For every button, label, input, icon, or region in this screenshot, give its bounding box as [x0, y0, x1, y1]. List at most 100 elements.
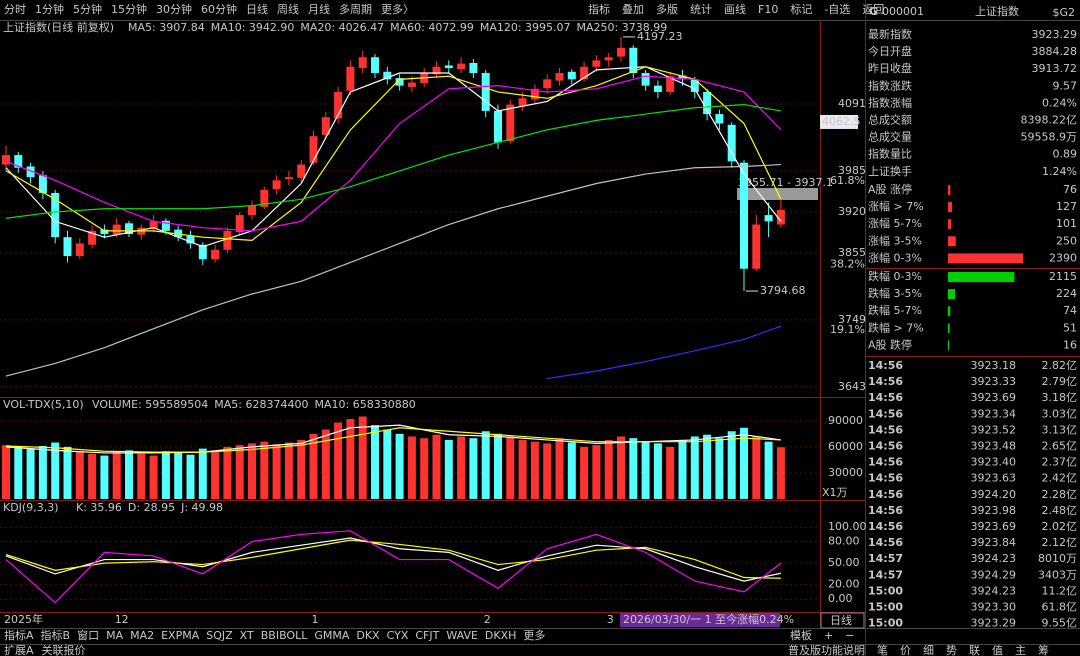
period-tab[interactable]: 1分钟: [35, 2, 64, 16]
trade-time: 14:56: [868, 375, 903, 388]
period-tab[interactable]: 5分钟: [73, 2, 102, 16]
trade-time: 14:56: [868, 456, 903, 469]
trade-price: 3924.23: [971, 584, 1017, 597]
y-tick-label: 80.00: [828, 535, 860, 548]
quote-label: 昨日收盘: [868, 61, 912, 75]
tool-button[interactable]: 多版: [656, 2, 678, 16]
trade-price: 3923.69: [971, 391, 1017, 404]
quote-value: 3884.28: [1032, 45, 1078, 58]
indicator-tab[interactable]: DKXH: [485, 629, 517, 642]
candle-body: [395, 78, 404, 86]
volume-bar: [752, 436, 761, 499]
x-tick-label: 12: [115, 613, 129, 626]
tool-button[interactable]: -自选: [824, 3, 850, 16]
tool-button[interactable]: 返回: [862, 3, 884, 16]
volume-bar: [580, 446, 589, 499]
indicator-tab[interactable]: 指标A: [4, 628, 34, 642]
indicator-tab[interactable]: 指标B: [41, 628, 71, 642]
breadth-value: 76: [1063, 183, 1077, 196]
indicator-line: [5, 530, 782, 604]
indicator-tab[interactable]: EXPMA: [161, 629, 200, 642]
volume-bar: [703, 434, 712, 499]
tool-button[interactable]: 画线: [724, 2, 746, 16]
period-tab[interactable]: 60分钟: [201, 2, 237, 16]
volume-bar: [309, 433, 318, 499]
tool-button[interactable]: 叠加: [622, 3, 644, 16]
indicator-tab[interactable]: BBIBOLL: [261, 629, 308, 642]
candle-body: [321, 117, 330, 135]
trade-amount: 2.28亿: [1042, 488, 1078, 501]
indicator-tab[interactable]: SQJZ: [206, 629, 233, 642]
period-tab[interactable]: 日线: [246, 2, 268, 16]
breadth-bar: [948, 202, 952, 213]
ma-legend: MA20: 4026.47: [300, 21, 384, 34]
period-tab[interactable]: 更多〉: [381, 2, 414, 16]
candle-body: [272, 180, 281, 190]
breadth-value: 250: [1056, 234, 1077, 247]
volume-bar: [715, 438, 724, 499]
y-tick-label: 3749: [838, 313, 866, 326]
footer-tab[interactable]: 价: [900, 644, 911, 656]
indicator-tab[interactable]: WAVE: [446, 629, 478, 642]
footer-tab[interactable]: 筹: [1038, 643, 1049, 656]
trade-time: 14:56: [868, 423, 903, 436]
candle-body: [629, 47, 638, 74]
breadth-value: 51: [1063, 321, 1077, 334]
kdj-legend: J: 49.98: [180, 501, 223, 514]
period-tab[interactable]: 多周期: [339, 2, 372, 16]
period-tab[interactable]: 周线: [277, 2, 299, 16]
template-button[interactable]: 模板: [790, 628, 812, 642]
candle-body: [752, 224, 761, 269]
indicator-tab[interactable]: GMMA: [314, 629, 350, 642]
trade-price: 3923.18: [971, 359, 1017, 372]
tool-button[interactable]: 统计: [690, 3, 712, 16]
template-button[interactable]: +: [824, 629, 833, 642]
period-tab[interactable]: 月线: [308, 2, 330, 16]
candle-body: [51, 192, 60, 238]
price-tag: 4062.5: [822, 115, 861, 128]
indicator-tab[interactable]: CYX: [387, 629, 409, 642]
candle-body: [112, 224, 121, 235]
indicator-tab[interactable]: 窗口: [77, 628, 99, 642]
indicator-tab[interactable]: 更多: [523, 628, 545, 642]
period-tab[interactable]: 30分钟: [156, 2, 192, 16]
candle-body: [100, 229, 109, 235]
footer-tab[interactable]: 势: [946, 644, 957, 656]
indicator-tab[interactable]: MA2: [130, 629, 154, 642]
template-button[interactable]: −: [845, 629, 854, 642]
footer-tab[interactable]: 主: [1015, 644, 1026, 656]
volume-bar: [88, 453, 97, 499]
breadth-label: 涨幅 > 7%: [868, 200, 924, 213]
quote-value: 59558.9万: [1021, 131, 1078, 144]
volume-bar: [223, 446, 232, 499]
period-tab[interactable]: 15分钟: [111, 2, 147, 16]
footer-tab[interactable]: 笔: [877, 643, 888, 656]
volume-bar: [518, 439, 527, 499]
footer-tab[interactable]: 联: [969, 644, 980, 656]
indicator-tab[interactable]: XT: [240, 629, 254, 642]
volume-bar: [457, 436, 466, 499]
y-tick-label: 3855: [838, 246, 866, 259]
footer-tab[interactable]: 普及版功能说明: [788, 643, 865, 656]
breadth-bar: [948, 185, 951, 195]
footer-tab[interactable]: 细: [923, 644, 934, 656]
indicator-tab[interactable]: MA: [106, 629, 123, 642]
period-tab[interactable]: 分时: [4, 3, 26, 16]
breadth-label: 跌幅 5-7%: [868, 303, 922, 317]
footer-tab[interactable]: 值: [992, 644, 1003, 656]
tool-button[interactable]: 标记: [790, 2, 812, 16]
indicator-tab[interactable]: CFJT: [415, 629, 439, 642]
trade-time: 14:56: [868, 536, 903, 549]
extreme-label: 4197.23: [637, 30, 683, 43]
quote-label: 上证换手: [868, 164, 912, 178]
y-tick-label: 50.00: [828, 556, 860, 569]
tool-button[interactable]: 指标: [588, 2, 610, 16]
tool-button[interactable]: F10: [758, 3, 778, 16]
footer-tab[interactable]: 关联报价: [42, 643, 86, 656]
indicator-tab[interactable]: DKX: [356, 629, 380, 642]
breadth-label: 跌幅 3-5%: [868, 286, 922, 300]
indicator-line: [5, 539, 781, 579]
candle-body: [530, 88, 539, 100]
volume-bar: [284, 442, 293, 499]
footer-tab[interactable]: 扩展A: [4, 643, 34, 656]
